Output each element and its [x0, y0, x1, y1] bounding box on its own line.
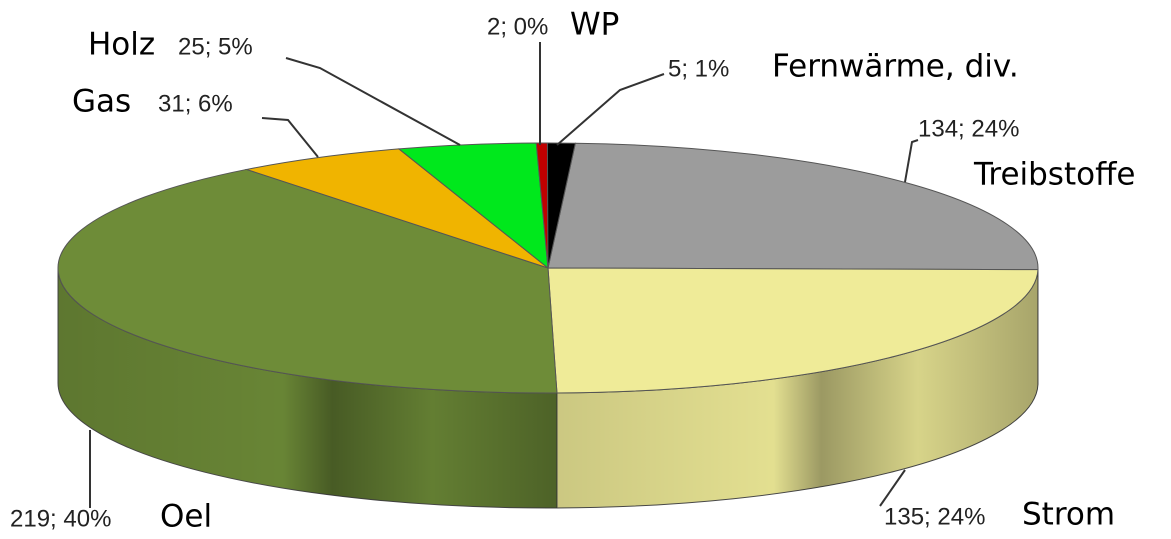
value-label: 5; 1% [668, 55, 729, 82]
slice [244, 148, 549, 269]
value-label: 135; 24% [884, 503, 985, 530]
labels: Holz 25; 5% 2; 0% WP 5; 1% Fernwärme, di… [10, 7, 1136, 535]
slice-name: WP [570, 7, 619, 43]
value-label: 25; 5% [178, 33, 253, 60]
slice-name: Strom [1022, 497, 1115, 533]
side-shade [556, 269, 1038, 508]
leader-line [556, 73, 665, 146]
slice [547, 267, 1039, 394]
slice [546, 142, 576, 269]
slice-name: Fernwärme, div. [772, 49, 1019, 85]
leader-lines [89, 42, 919, 508]
slice-name: Holz [88, 27, 155, 63]
leader-line [904, 139, 919, 183]
value-label: 31; 6% [158, 90, 233, 117]
leader-line [285, 57, 461, 146]
value-label: 219; 40% [10, 505, 111, 532]
value-label: 134; 24% [918, 115, 1019, 142]
value-label: 2; 0% [487, 13, 548, 40]
slice-name: Gas [72, 84, 131, 120]
side-shade [58, 268, 557, 508]
slice-name: Oel [160, 499, 212, 535]
slice-name: Treibstoffe [973, 157, 1136, 193]
leader-line [261, 117, 319, 158]
slice [547, 142, 1039, 271]
leader-line [879, 469, 906, 507]
slice [57, 168, 558, 394]
pie [57, 142, 1039, 509]
